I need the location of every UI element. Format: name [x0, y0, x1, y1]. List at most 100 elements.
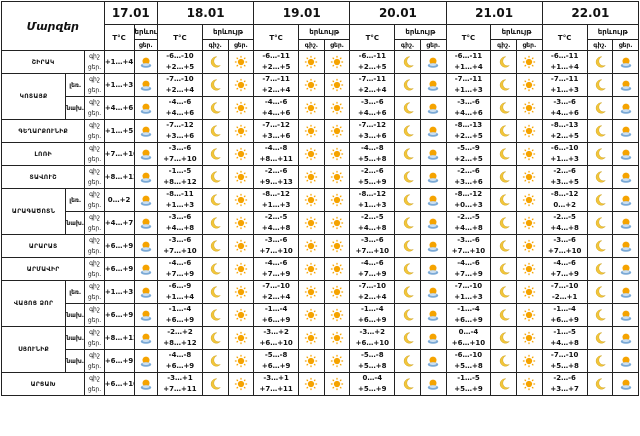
region-row: ԱՐՄԱՎԻՐ գիշ ցեր. +6…+9 -4…-6 +7…+9 -4…-6 +7…+9 -…	[0, 257, 639, 281]
day-weather-icon	[516, 96, 543, 120]
day-weather-icon	[227, 119, 255, 143]
night-weather-icon	[298, 50, 325, 74]
day-weather-icon	[323, 73, 351, 97]
day-weather-icon	[612, 188, 639, 212]
day-weather-icon	[227, 234, 255, 258]
sub-zone-label: նախ.	[65, 211, 86, 235]
temp-cell: -7…-10 -2…+1	[541, 280, 588, 304]
period-labels: գիշ ցեր.	[84, 280, 105, 304]
temp-cell: -3…-6 +4…+6	[541, 96, 588, 120]
night-weather-icon	[201, 50, 229, 74]
phenomena-header: երևույթ	[201, 24, 255, 40]
day-weather-icon	[516, 73, 543, 97]
night-weather-icon	[394, 280, 421, 304]
temp-cell: -1…-5 +8…+12	[157, 165, 203, 189]
night-weather-icon	[394, 326, 421, 350]
temp-cell: -7…-12 +3…+6	[157, 119, 203, 143]
day-weather-icon	[323, 349, 351, 373]
night-subheader: գիշ.	[298, 39, 325, 51]
temp-cell: -3…-6 +7…+10	[349, 234, 396, 258]
day-weather-icon	[133, 303, 159, 327]
sub-zone-label: լեռ.	[65, 280, 86, 304]
night-weather-icon	[490, 372, 518, 396]
temp-cell: -2…-6 +3…+5	[541, 165, 588, 189]
temp-cell: +4…+6	[103, 96, 135, 120]
temp-cell: -2…-5 +4…+8	[541, 211, 588, 235]
night-weather-icon	[490, 349, 518, 373]
temp-cell: -5…-8 +5…+8	[349, 349, 396, 373]
day-weather-icon	[419, 280, 447, 304]
temp-cell: -1…-4 +6…+9	[541, 303, 588, 327]
day-weather-icon	[419, 96, 447, 120]
night-weather-icon	[394, 73, 421, 97]
temp-cell: -4…-6 +7…+9	[445, 257, 492, 281]
day-weather-icon	[323, 326, 351, 350]
temp-cell: -2…+2 +8…+12	[157, 326, 203, 350]
night-weather-icon	[586, 372, 614, 396]
temp-cell: -3…+2 +6…+10	[253, 326, 300, 350]
night-weather-icon	[298, 165, 325, 189]
night-weather-icon	[490, 211, 518, 235]
night-weather-icon	[201, 119, 229, 143]
temp-cell: -8…-12 +1…+3	[349, 188, 396, 212]
region-row: ԱՐԱԳԱԾՈՏՆ լեռ. գիշ ցեր. 0…+2 -8…-11 +1…+3 -8…-1…	[0, 188, 639, 235]
period-labels: գիշ ցեր.	[84, 372, 105, 396]
night-weather-icon	[394, 234, 421, 258]
day-weather-icon	[133, 188, 159, 212]
temp-cell: -6…-9 +1…+4	[157, 280, 203, 304]
temp-cell: -8…-12 +0…+3	[445, 188, 492, 212]
day-weather-icon	[516, 234, 543, 258]
temp-cell: -1…-4 +6…+9	[445, 303, 492, 327]
day-weather-icon	[419, 234, 447, 258]
day-weather-icon	[227, 257, 255, 281]
region-name: ԱՐԱՐԱՏ	[0, 234, 86, 258]
date-header: 22.01	[541, 1, 640, 25]
night-weather-icon	[490, 96, 518, 120]
day-weather-icon	[227, 188, 255, 212]
date-header: 17.01	[103, 1, 159, 25]
night-weather-icon	[201, 73, 229, 97]
temp-cell: -1…-4 +6…+9	[349, 303, 396, 327]
temp-cell: 0…+2	[103, 188, 135, 212]
temp-cell: -6…-10 +1…+3	[541, 142, 588, 166]
night-weather-icon	[298, 326, 325, 350]
temp-cell: -2…-6 +9…+13	[253, 165, 300, 189]
temp-cell: -1…-5 +5…+9	[445, 372, 492, 396]
temp-cell: -8…-12 0…+2	[541, 188, 588, 212]
temp-cell: -4…-6 +7…+9	[541, 257, 588, 281]
night-weather-icon	[490, 73, 518, 97]
region-name: ՏԱՎՈՒՇ	[0, 165, 86, 189]
day-weather-icon	[516, 142, 543, 166]
region-name: ԱՐՄԱՎԻՐ	[0, 257, 86, 281]
temp-cell: 0…-4 +5…+9	[349, 372, 396, 396]
night-weather-icon	[586, 119, 614, 143]
day-weather-icon	[323, 280, 351, 304]
regions-header: Մարզեր	[1, 1, 105, 51]
phenomena-header: երևույթ	[490, 24, 543, 40]
night-weather-icon	[394, 142, 421, 166]
date-header: 19.01	[253, 1, 351, 25]
temp-unit-header: T°C	[103, 24, 135, 51]
temp-cell: -7…-11 +2…+4	[349, 73, 396, 97]
night-weather-icon	[490, 188, 518, 212]
temp-cell: -3…+1 +7…+11	[157, 372, 203, 396]
temp-cell: -4…-6 +4…+6	[157, 96, 203, 120]
day-subheader: ցեր.	[227, 39, 255, 51]
day-weather-icon	[133, 372, 159, 396]
day-weather-icon	[323, 165, 351, 189]
night-weather-icon	[201, 234, 229, 258]
phenomena-header: երևույթ	[394, 24, 447, 40]
day-weather-icon	[419, 50, 447, 74]
night-weather-icon	[394, 50, 421, 74]
temp-cell: -7…-11 +1…+3	[445, 73, 492, 97]
temp-cell: -4…-6 +7…+9	[253, 257, 300, 281]
night-weather-icon	[201, 211, 229, 235]
night-weather-icon	[201, 280, 229, 304]
day-weather-icon	[227, 165, 255, 189]
night-weather-icon	[586, 142, 614, 166]
temp-cell: +8…+12	[103, 165, 135, 189]
day-weather-icon	[323, 119, 351, 143]
day-weather-icon	[419, 326, 447, 350]
period-labels: գիշ ցեր.	[84, 211, 105, 235]
night-weather-icon	[490, 165, 518, 189]
